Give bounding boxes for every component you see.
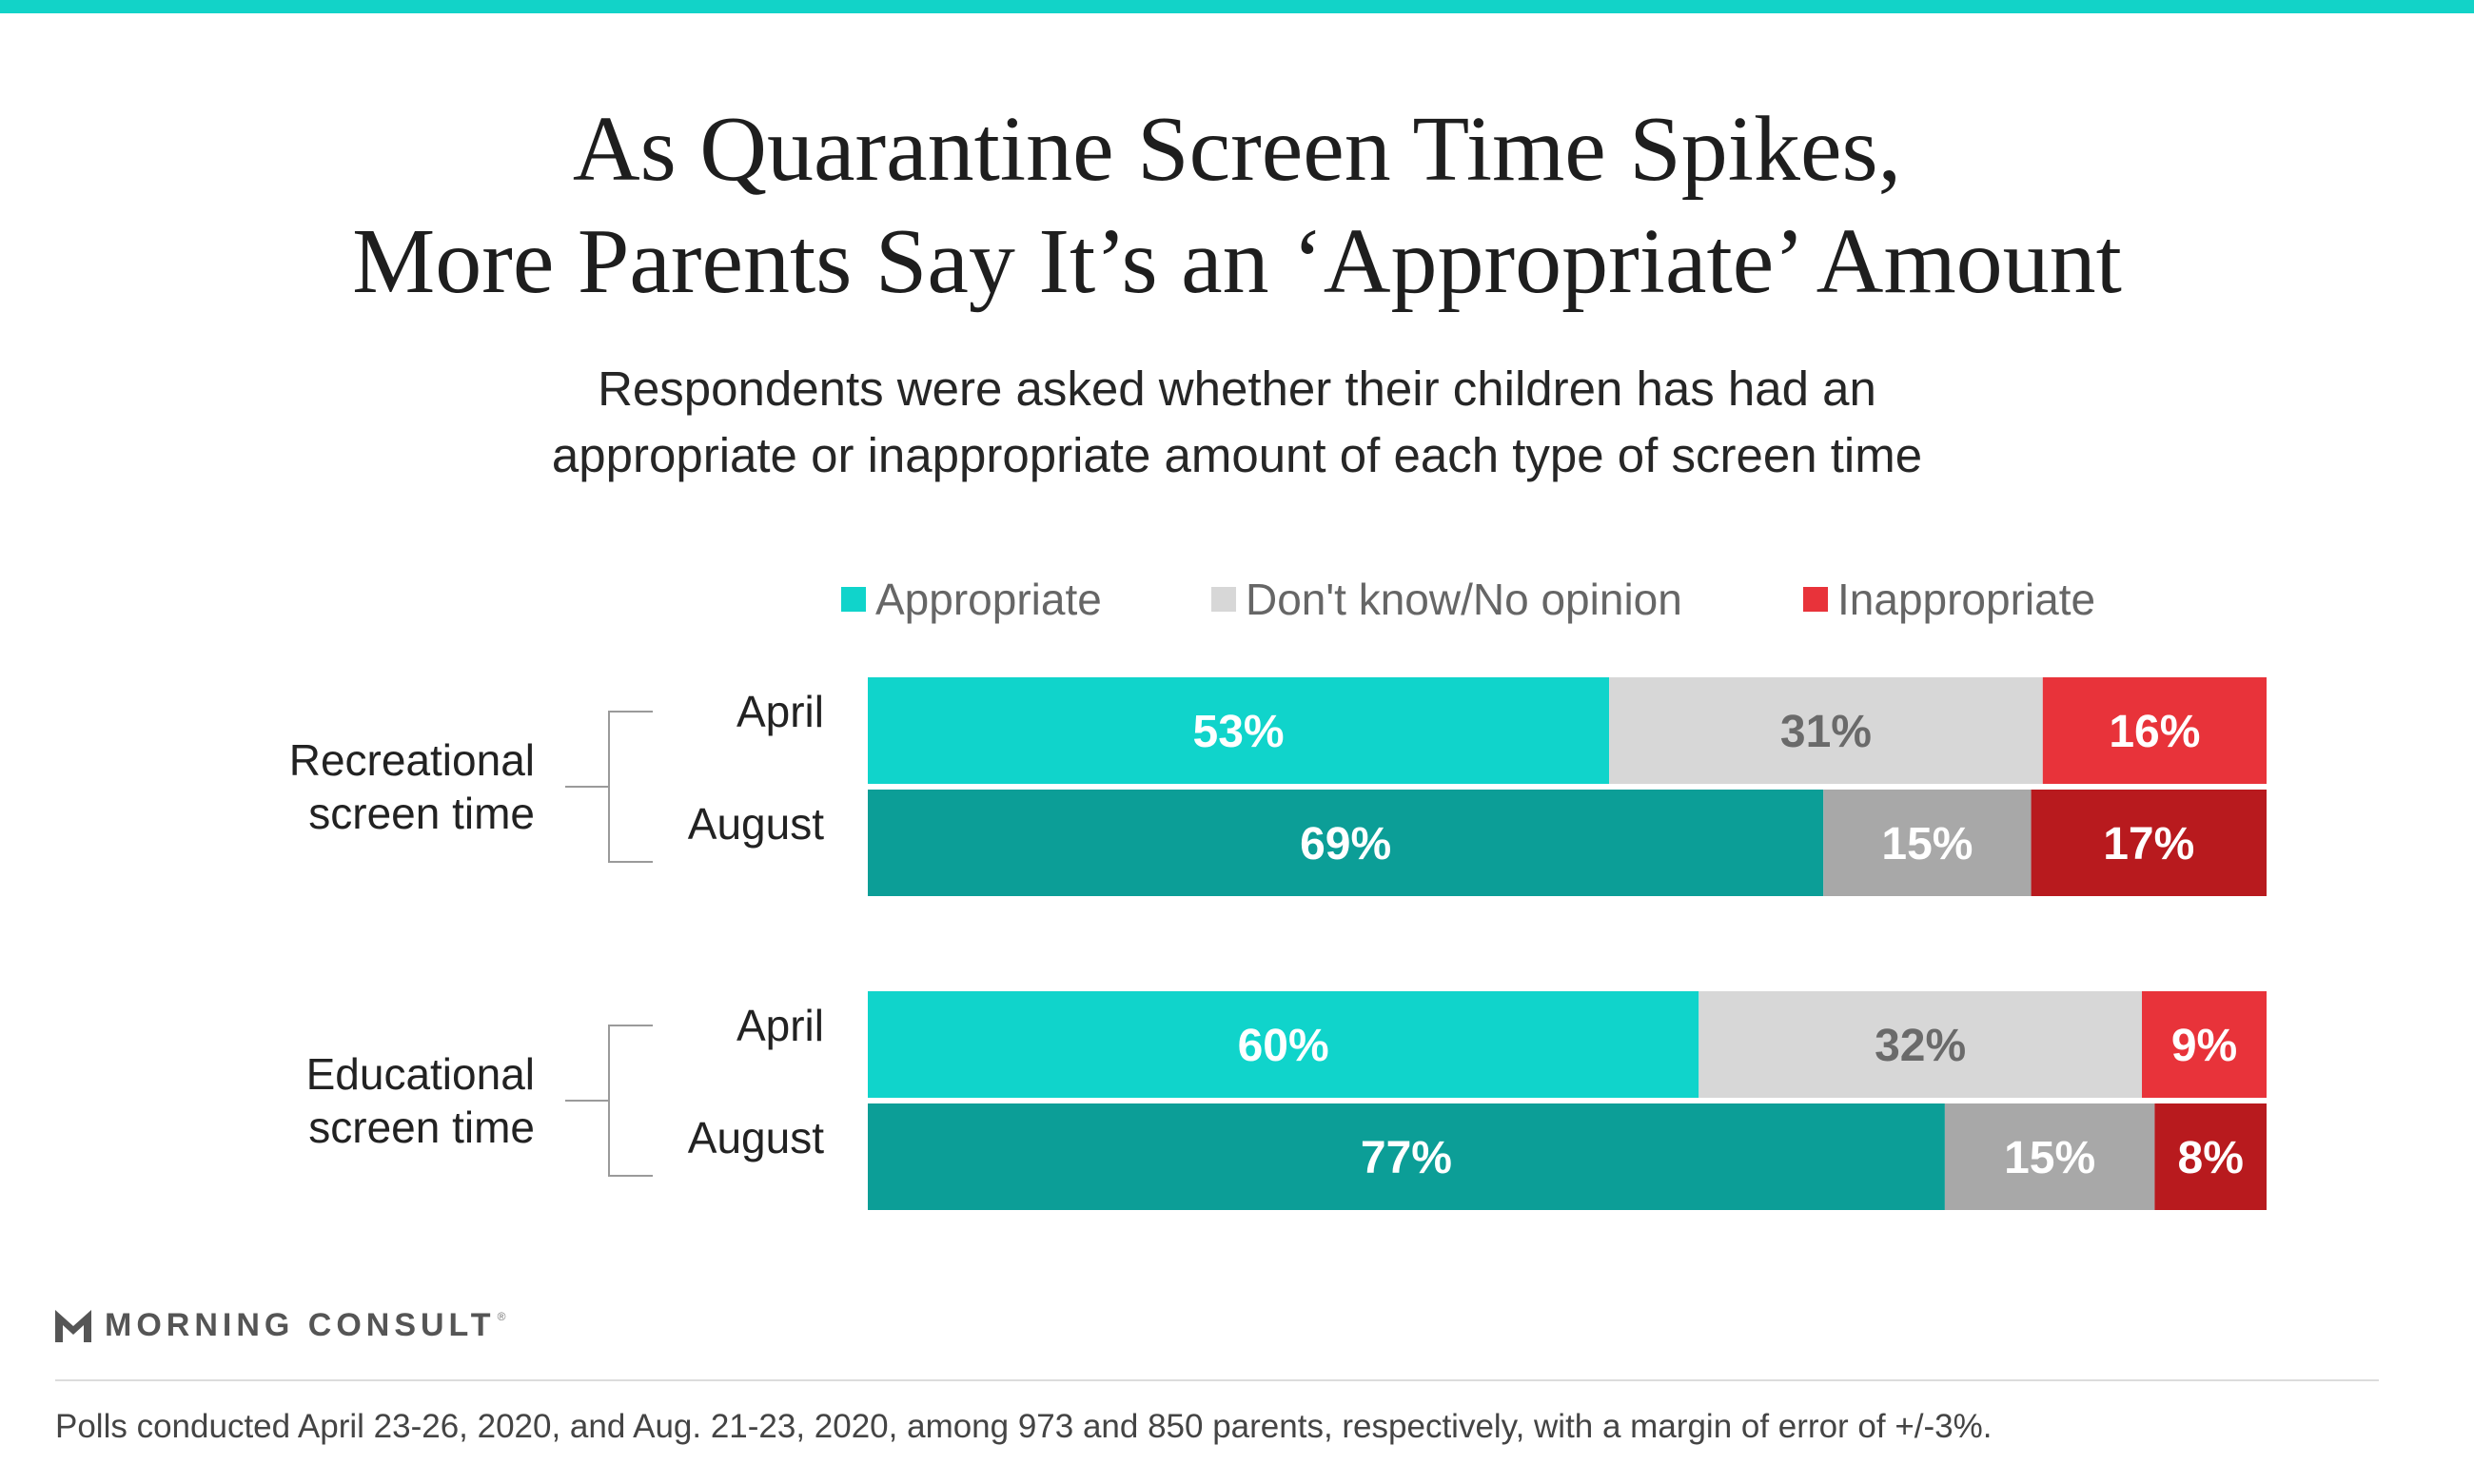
legend-swatch-appropriate: [841, 587, 866, 612]
data-label-recreational-april-dont-know: 31%: [1780, 707, 1872, 757]
bar-educational-august-appropriate: [868, 1103, 1945, 1210]
group-label-recreational-line-1: Recreational: [289, 735, 535, 785]
legend-label-inappropriate: Inappropriate: [1837, 575, 2096, 624]
bar-recreational-august-dont-know: [1823, 790, 2032, 896]
data-label-recreational-april-inappropriate: 16%: [2109, 707, 2200, 757]
bar-educational-august-inappropriate: [2154, 1103, 2267, 1210]
group-bracket-recreational: [565, 711, 653, 863]
chart-title-line-1: As Quarantine Screen Time Spikes,: [572, 98, 1902, 201]
group-label-recreational-line-2: screen time: [308, 789, 535, 838]
data-label-educational-april-dont-know: 32%: [1875, 1021, 1966, 1071]
row-label-educational-april: April: [736, 1001, 824, 1050]
morning-consult-m-icon: [55, 1309, 91, 1342]
top-accent-bar: [0, 0, 2474, 13]
brand-registered-mark: ®: [497, 1309, 506, 1323]
legend-swatch-dont-know: [1211, 587, 1236, 612]
bar-educational-april-inappropriate: [2142, 991, 2267, 1098]
group-bracket-educational: [565, 1025, 653, 1177]
bar-recreational-april-appropriate: [868, 677, 1610, 784]
data-label-educational-april-inappropriate: 9%: [2171, 1021, 2237, 1071]
morning-consult-logo: MORNING CONSULT ®: [55, 1307, 505, 1344]
data-label-recreational-august-inappropriate: 17%: [2103, 819, 2194, 869]
legend-label-dont-know: Don't know/No opinion: [1246, 575, 1682, 624]
legend-label-appropriate: Appropriate: [875, 575, 1102, 624]
data-label-recreational-august-appropriate: 69%: [1300, 819, 1391, 869]
bar-educational-april-dont-know: [1698, 991, 2143, 1098]
chart-subtitle-line-2: appropriate or inappropriate amount of e…: [551, 428, 1923, 482]
data-label-recreational-august-dont-know: 15%: [1881, 819, 1973, 869]
bar-recreational-august-appropriate: [868, 790, 1824, 896]
data-label-educational-august-appropriate: 77%: [1361, 1133, 1452, 1183]
chart-subtitle-line-1: Respondents were asked whether their chi…: [598, 361, 1876, 416]
row-label-recreational-august: August: [688, 799, 824, 849]
bar-educational-august-dont-know: [1944, 1103, 2155, 1210]
bar-recreational-april-inappropriate: [2042, 677, 2267, 784]
row-label-recreational-april: April: [736, 687, 824, 736]
bar-educational-april-appropriate: [868, 991, 1699, 1098]
data-label-educational-august-dont-know: 15%: [2004, 1133, 2095, 1183]
bar-recreational-august-inappropriate: [2031, 790, 2267, 896]
legend-item-inappropriate: Inappropriate: [1803, 569, 2095, 630]
chart-title-line-2: More Parents Say It’s an ‘Appropriate’ A…: [352, 210, 2122, 313]
group-label-educational-line-2: screen time: [308, 1103, 535, 1152]
bar-recreational-april-dont-know: [1609, 677, 2043, 784]
brand-name: MORNING CONSULT: [105, 1307, 496, 1343]
data-label-educational-april-appropriate: 60%: [1238, 1021, 1329, 1071]
footer-divider: [55, 1379, 2379, 1381]
footnote: Polls conducted April 23-26, 2020, and A…: [55, 1408, 1993, 1445]
legend-swatch-inappropriate: [1803, 587, 1828, 612]
row-label-educational-august: August: [688, 1113, 824, 1162]
data-label-recreational-april-appropriate: 53%: [1193, 707, 1285, 757]
legend-item-dont-know: Don't know/No opinion: [1211, 569, 1682, 630]
group-label-educational-line-1: Educational: [306, 1049, 535, 1099]
legend-item-appropriate: Appropriate: [841, 569, 1102, 630]
data-label-educational-august-inappropriate: 8%: [2178, 1133, 2244, 1183]
